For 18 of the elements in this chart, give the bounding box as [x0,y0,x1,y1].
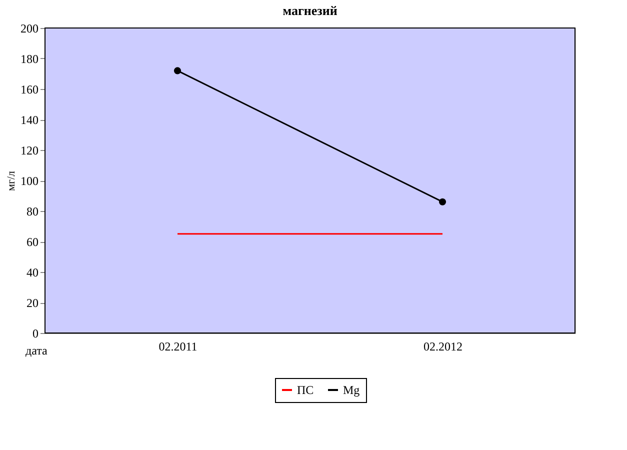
y-tick-label: 120 [20,144,38,158]
x-tick-label: 02.2011 [158,340,198,354]
y-tick-label: 60 [26,235,38,249]
y-tick-label: 160 [20,82,38,96]
y-axis-title: мг/л [6,170,18,192]
x-tick-label: 02.2012 [424,340,462,354]
legend-label: ПС [297,383,314,397]
y-tick-label: 20 [26,296,38,310]
y-tick-label: 200 [20,22,38,36]
y-tick-label: 80 [26,204,38,218]
chart-title: магнезий [282,3,338,18]
y-tick-label: 140 [20,113,38,127]
y-tick-label: 180 [20,52,38,66]
y-tick-label: 0 [32,326,38,340]
y-tick-label: 40 [26,266,38,280]
y-tick-label: 100 [20,174,38,188]
x-axis-title: дата [26,344,48,358]
legend-label: Mg [343,383,360,397]
